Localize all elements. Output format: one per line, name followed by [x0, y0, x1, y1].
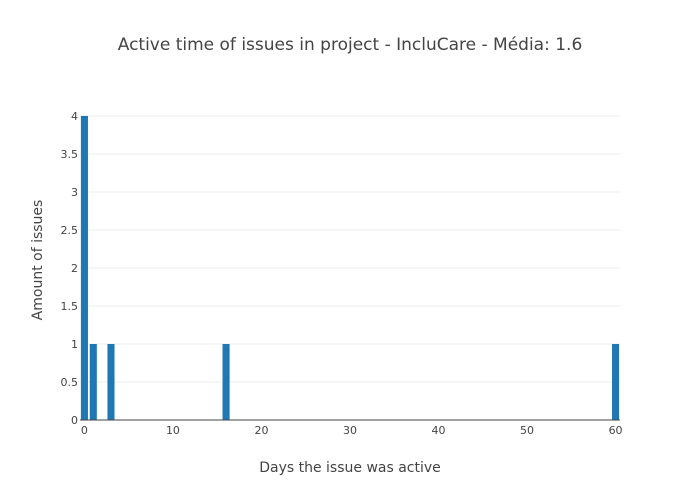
bars — [80, 116, 620, 420]
y-tick-label: 1.5 — [61, 300, 79, 313]
bar — [107, 344, 115, 420]
y-tick-labels: 0 0.5 1 1.5 2 2.5 3 3.5 4 — [61, 110, 79, 427]
y-tick-label: 0 — [71, 414, 78, 427]
bar — [612, 344, 620, 420]
chart-title: Active time of issues in project - Inclu… — [118, 35, 583, 55]
x-tick-label: 40 — [432, 424, 446, 437]
grid-lines — [80, 115, 620, 383]
y-tick-label: 3 — [71, 186, 78, 199]
x-tick-label: 50 — [520, 424, 534, 437]
x-tick-labels: 0 10 20 30 40 50 60 — [81, 424, 623, 437]
x-tick-label: 10 — [166, 424, 180, 437]
y-tick-label: 0.5 — [61, 376, 79, 389]
y-tick-label: 1 — [71, 338, 78, 351]
x-axis-title: Days the issue was active — [259, 460, 441, 476]
bar — [80, 116, 88, 420]
y-tick-label: 4 — [71, 110, 78, 123]
x-tick-label: 0 — [81, 424, 88, 437]
y-tick-label: 2.5 — [61, 224, 79, 237]
bar — [89, 344, 97, 420]
x-tick-label: 20 — [254, 424, 268, 437]
bar — [222, 344, 230, 420]
y-axis-title: Amount of issues — [30, 200, 46, 321]
y-tick-label: 3.5 — [61, 148, 79, 161]
x-tick-label: 60 — [609, 424, 623, 437]
x-tick-label: 30 — [343, 424, 357, 437]
y-tick-label: 2 — [71, 262, 78, 275]
